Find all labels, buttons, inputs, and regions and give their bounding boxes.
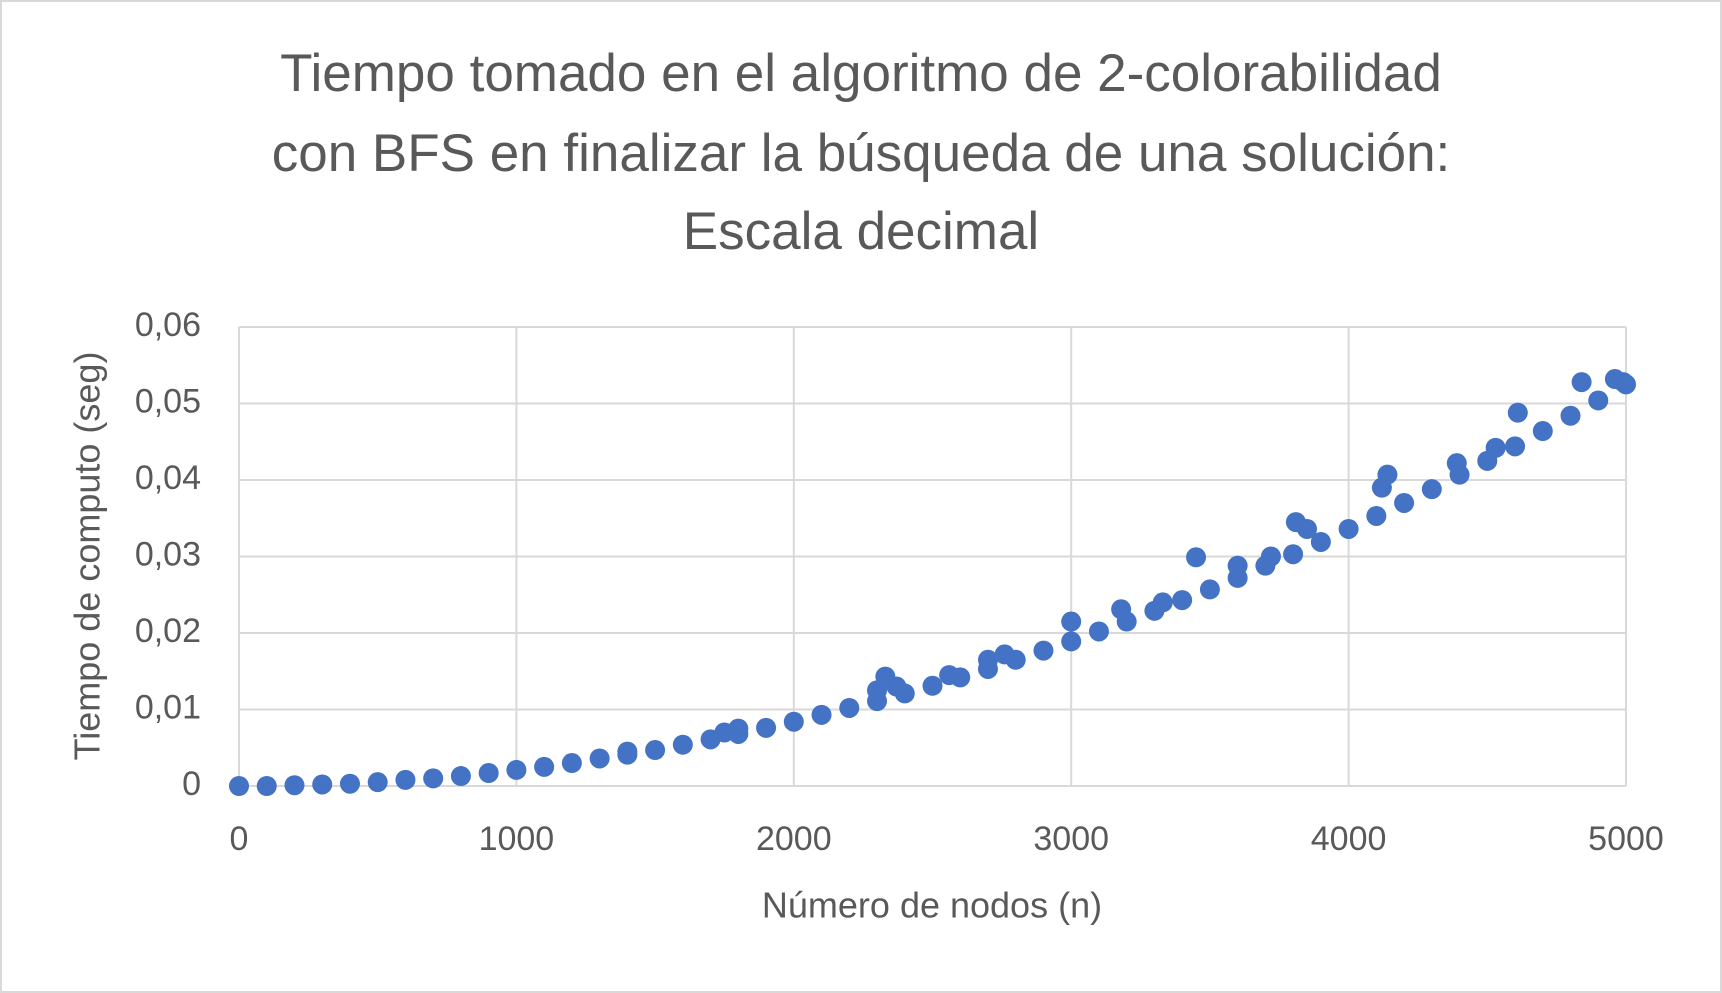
point	[1532, 421, 1553, 442]
point	[1588, 390, 1609, 411]
point	[256, 776, 277, 796]
point	[886, 676, 907, 697]
point	[450, 766, 471, 787]
point	[939, 665, 960, 686]
point	[1377, 464, 1398, 485]
point	[977, 649, 998, 670]
y-tick-label: 0,01	[135, 688, 201, 726]
point	[1199, 579, 1220, 600]
point	[1446, 453, 1467, 474]
y-tick-label: 0,06	[135, 306, 201, 344]
point	[1571, 372, 1592, 393]
y-tick-label: 0	[182, 765, 201, 803]
chart-title: Escala decimal	[683, 202, 1039, 261]
point	[1061, 611, 1082, 632]
point	[1338, 518, 1359, 539]
point	[1485, 437, 1506, 458]
point	[645, 740, 666, 761]
point	[1421, 479, 1442, 500]
point	[1283, 544, 1304, 565]
point	[783, 711, 804, 732]
point	[994, 644, 1015, 665]
chart-title: Tiempo tomado en el algoritmo de 2-color…	[280, 44, 1442, 103]
x-tick-label: 1000	[479, 820, 555, 858]
x-tick-label: 2000	[756, 820, 832, 858]
y-tick-label: 0,03	[135, 535, 201, 573]
point	[1088, 621, 1109, 642]
point	[1613, 372, 1634, 393]
point	[506, 759, 527, 780]
point	[1296, 518, 1317, 539]
point	[1186, 547, 1207, 568]
point	[1152, 592, 1173, 613]
y-tick-label: 0,05	[135, 382, 201, 420]
point	[367, 772, 388, 793]
point	[1260, 546, 1281, 567]
y-tick-label: 0,02	[135, 612, 201, 650]
point	[1366, 505, 1387, 526]
x-tick-label: 5000	[1588, 820, 1664, 858]
point	[561, 753, 582, 774]
point	[478, 762, 499, 783]
point	[1310, 531, 1331, 552]
x-tick-label: 0	[230, 820, 249, 858]
point	[312, 774, 333, 795]
point	[1111, 599, 1132, 620]
point	[1394, 492, 1415, 513]
point	[728, 718, 749, 739]
x-tick-label: 4000	[1311, 820, 1387, 858]
y-tick-label: 0,04	[135, 459, 201, 497]
point	[423, 768, 444, 789]
point	[839, 697, 860, 718]
chart-title: con BFS en finalizar la búsqueda de una …	[272, 124, 1451, 183]
point	[589, 748, 610, 769]
x-axis-label: Número de nodos (n)	[762, 885, 1102, 926]
point	[339, 773, 360, 794]
point	[1172, 590, 1193, 611]
point	[1560, 405, 1581, 426]
point	[1227, 555, 1248, 576]
point	[284, 775, 305, 796]
y-axis-label: Tiempo de computo (seg)	[67, 352, 108, 761]
point	[229, 776, 249, 796]
x-tick-label: 3000	[1033, 820, 1109, 858]
point	[395, 769, 416, 790]
point	[1507, 402, 1528, 423]
point	[756, 717, 777, 738]
point	[1061, 631, 1082, 652]
point	[617, 741, 638, 762]
point	[1505, 436, 1526, 457]
point	[922, 675, 943, 696]
point	[534, 756, 555, 777]
point	[811, 704, 832, 725]
point	[1033, 640, 1054, 661]
point	[672, 734, 693, 755]
